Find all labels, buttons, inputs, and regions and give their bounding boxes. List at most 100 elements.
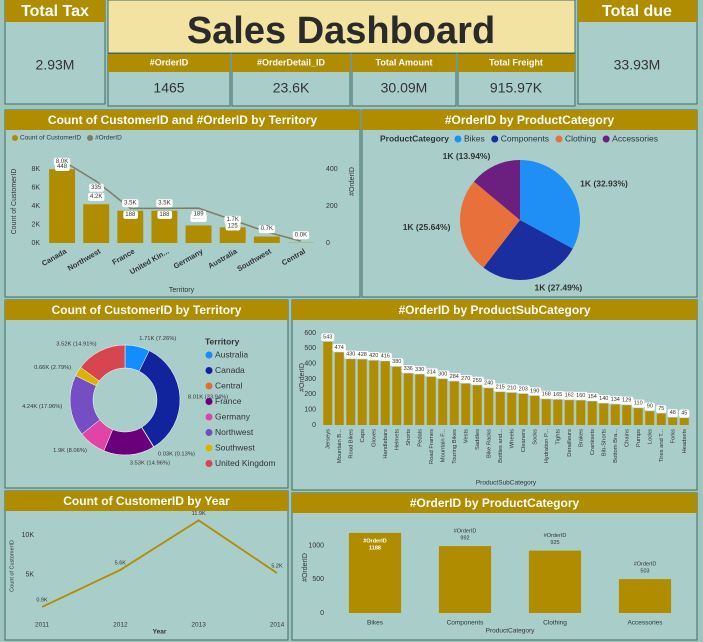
bar xyxy=(518,393,528,425)
x-tick-label: Road Frames xyxy=(429,429,435,464)
bar xyxy=(484,388,494,425)
label-box xyxy=(225,222,241,231)
data-label: 48 xyxy=(670,410,676,416)
bar xyxy=(576,400,586,425)
kpi-value: 1465 xyxy=(153,80,184,96)
data-label: 1K (32.93%) xyxy=(580,178,628,188)
x-tick-label: Touring Bikes xyxy=(452,429,458,464)
y-tick-label: 400 xyxy=(326,166,338,173)
data-label: 1K (25.64%) xyxy=(403,222,451,232)
data-label: 259 xyxy=(473,378,482,384)
y-tick-label: 200 xyxy=(304,391,316,398)
label-box xyxy=(528,387,542,396)
pie-slice xyxy=(473,160,520,220)
legend-marker xyxy=(12,135,18,141)
label-box xyxy=(191,210,207,219)
data-label: 300 xyxy=(438,371,447,377)
label-box xyxy=(482,379,496,388)
data-label: 543 xyxy=(323,334,332,340)
legend-marker xyxy=(205,398,213,405)
legend-label: Clothing xyxy=(565,133,596,143)
bar xyxy=(633,408,643,425)
data-label: 270 xyxy=(461,376,470,382)
line xyxy=(41,519,278,608)
label-box xyxy=(344,350,358,359)
data-label: 203 xyxy=(519,386,528,392)
x-tick-label: Mountain F... xyxy=(440,429,446,463)
x-tick-label: Pumps xyxy=(636,429,642,447)
x-tick-label: Bottles and... xyxy=(498,429,504,463)
bar xyxy=(599,403,609,425)
kpi-label: Total Tax xyxy=(21,3,89,20)
label-box xyxy=(631,399,645,408)
bar xyxy=(668,417,678,425)
data-label: 189 xyxy=(194,212,205,218)
data-label: 1K (13.94%) xyxy=(443,151,491,161)
data-label: 335 xyxy=(91,185,102,191)
y-tick-label: 600 xyxy=(304,330,316,337)
bar xyxy=(553,399,563,425)
chart-title: #OrderID by ProductCategory xyxy=(410,496,580,510)
kpi-header xyxy=(578,0,697,22)
bar xyxy=(472,385,482,425)
x-tick-label: Chains xyxy=(624,429,630,447)
x-tick-label: 2014 xyxy=(270,622,285,629)
data-label: 8.0K xyxy=(56,159,68,165)
data-label: 8.01K (33.94%) xyxy=(188,394,228,400)
bar xyxy=(618,579,672,613)
data-label: 314 xyxy=(427,369,436,375)
label-box xyxy=(378,352,392,361)
data-label: 0.66K (2.79%) xyxy=(34,365,71,371)
data-label: 1.7K xyxy=(227,217,239,223)
data-label: 0.0K xyxy=(295,232,307,238)
kpi-label: Total due xyxy=(602,3,672,20)
data-label: 1188 xyxy=(369,545,381,551)
label-box xyxy=(679,409,690,418)
y-tick-label: 0 xyxy=(320,610,324,617)
x-tick-label: Bikes xyxy=(367,620,384,627)
legend-label: Canada xyxy=(215,365,245,375)
y-tick-label: 500 xyxy=(304,345,316,352)
legend-marker xyxy=(454,135,462,143)
chart-title: #OrderID by ProductSubCategory xyxy=(398,303,590,317)
panel-header xyxy=(5,110,360,130)
x-tick-label: 2013 xyxy=(191,622,206,629)
label-box xyxy=(459,375,473,384)
label-box xyxy=(292,231,310,240)
label-box xyxy=(620,396,634,405)
data-label: 925 xyxy=(550,540,559,546)
data-label: 45 xyxy=(681,411,687,417)
chart-title: Count of CustomerID by Year xyxy=(63,494,230,508)
bar xyxy=(679,418,689,425)
data-label: 428 xyxy=(358,352,367,358)
label-box xyxy=(156,199,173,208)
label-box xyxy=(551,391,565,400)
legend-title: ProductCategory xyxy=(380,133,449,143)
label-box xyxy=(367,352,381,361)
bar xyxy=(185,225,212,243)
data-label: 5.6K xyxy=(115,560,127,566)
legend-label: Components xyxy=(501,133,549,143)
x-tick-label: Cleaners xyxy=(521,429,527,452)
legend-marker xyxy=(205,444,213,452)
y-tick-label: 5K xyxy=(25,571,34,578)
axis-title: #OrderID xyxy=(349,167,356,196)
kpi-header xyxy=(108,54,230,72)
label-box xyxy=(332,343,346,352)
data-label: 188 xyxy=(125,212,136,218)
x-tick-label: Mountain B... xyxy=(337,429,343,464)
label-box xyxy=(123,210,138,219)
bar xyxy=(495,392,505,425)
label-box xyxy=(258,225,275,234)
x-tick-label: Hydration P... xyxy=(544,429,550,464)
x-tick-label: Bib-Shorts xyxy=(601,429,607,456)
label-box xyxy=(597,395,611,404)
data-label: 0.9K xyxy=(36,597,48,603)
label-box xyxy=(516,385,530,394)
label-box xyxy=(413,365,427,374)
data-label: 215 xyxy=(496,385,505,391)
legend-marker xyxy=(205,429,213,436)
data-label-series: #OrderID xyxy=(634,562,657,568)
legend-title: Territory xyxy=(205,336,240,346)
pie-slice xyxy=(483,220,573,280)
